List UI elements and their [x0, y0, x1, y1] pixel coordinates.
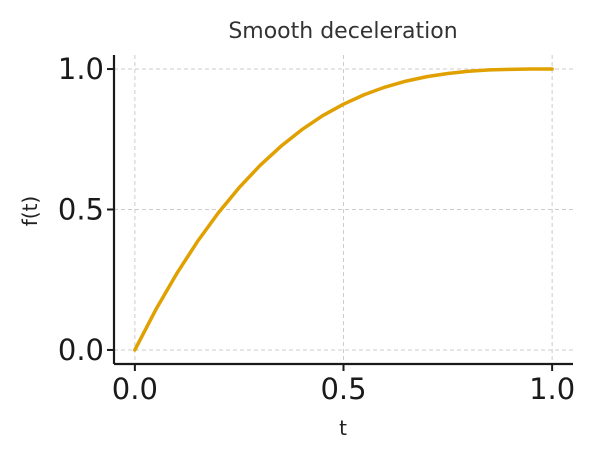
y-tick-label: 1.0: [58, 52, 104, 86]
y-axis-label: f(t): [18, 196, 42, 227]
series-layer: [133, 67, 554, 352]
series-line: [133, 67, 554, 352]
x-axis-label: t: [339, 416, 347, 440]
ticks: 0.0 0.5 1.0 0.0 0.5 1.0: [58, 52, 575, 406]
y-tick-label: 0.5: [58, 193, 104, 227]
chart-title: Smooth deceleration: [228, 19, 457, 44]
x-tick-label: 0.5: [320, 372, 366, 406]
grid: [114, 55, 573, 364]
x-tick-label: 0.0: [112, 372, 158, 406]
x-tick-label: 1.0: [529, 372, 575, 406]
y-tick-label: 0.0: [58, 333, 104, 367]
